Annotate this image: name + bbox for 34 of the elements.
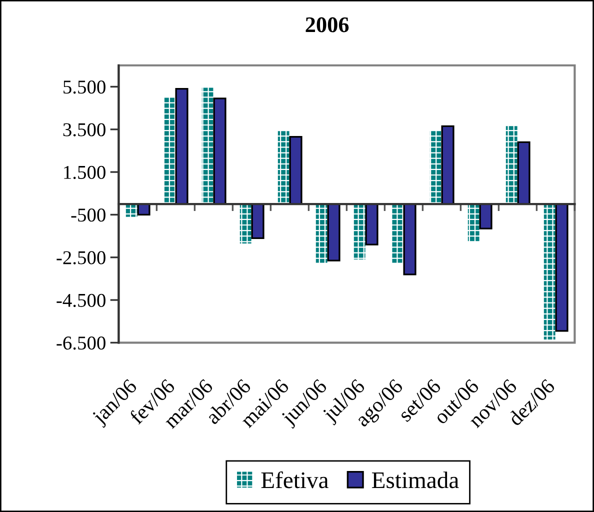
bar — [468, 204, 480, 242]
bar — [555, 203, 568, 332]
bar — [403, 203, 416, 276]
bar — [251, 203, 264, 239]
bar — [316, 204, 328, 263]
legend-label: Estimada — [372, 472, 459, 488]
bar — [517, 141, 530, 205]
y-tick-label: -2.500 — [56, 251, 106, 264]
bar — [213, 98, 226, 205]
y-tick-label: 1.500 — [64, 166, 106, 180]
chart-title: 2006 — [306, 17, 349, 32]
y-tick-label: -500 — [71, 208, 106, 222]
y-tick-label: 3.500 — [63, 123, 106, 136]
bar — [327, 203, 340, 262]
bar — [479, 203, 492, 230]
bar — [278, 130, 290, 204]
bar — [506, 126, 518, 204]
bar — [544, 204, 556, 340]
bar — [126, 204, 138, 217]
bar — [175, 88, 188, 205]
bar — [430, 130, 442, 204]
bar — [354, 204, 366, 260]
legend-label: Efetiva — [261, 471, 328, 488]
bar — [240, 204, 252, 244]
bar — [441, 125, 454, 205]
y-tick-label: -4.500 — [56, 294, 106, 308]
bar — [137, 203, 150, 216]
bar — [365, 203, 378, 246]
y-tick-label: 5.500 — [64, 80, 106, 94]
bar — [392, 204, 404, 263]
y-tick-label: -6.500 — [56, 336, 106, 350]
bar — [164, 97, 176, 204]
bar — [289, 136, 302, 205]
bar — [202, 88, 214, 204]
